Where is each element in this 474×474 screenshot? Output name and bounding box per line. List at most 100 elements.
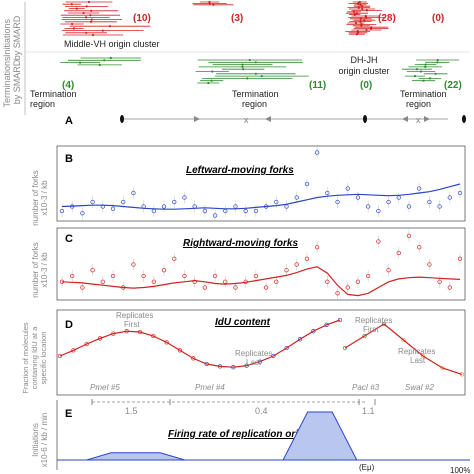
idu-point [297,337,303,342]
panel-a-marker-right [462,115,466,123]
fork-density-point [417,245,422,250]
fork-density-point [182,273,187,279]
termination-dot [246,77,249,80]
fork-density-point [427,262,432,267]
panel-c-ylabel-2: x10-3 / kb [40,252,49,288]
fork-density-point [59,208,65,214]
panel-d-letter: D [65,319,73,331]
fork-density-point [182,195,187,200]
fork-density-point [304,256,310,261]
initiation-origin-dot [82,11,85,15]
initiation-origin-dot [361,7,364,11]
termination-dot [207,81,210,85]
fork-density-point [243,208,248,214]
initiation-origin-dot [365,28,368,32]
termination-dot [434,72,437,75]
smard-section: Initiations by SMARD Terminations by SMA… [2,0,470,115]
annot-replicates-last-4b: Last [410,356,426,365]
initiation-origin-dot [358,0,361,4]
annot-replicates-first-1a: Replicates [116,311,153,320]
termination-dot [98,63,101,66]
arrow-left-icon [194,116,200,122]
panel-d-ylabel-1: Fraction of molecules [21,322,30,394]
initiation-origin-dot [365,9,368,12]
fork-density-point [202,208,208,214]
panel-a-marker-mid [363,115,367,123]
termination-x-icon-2: x [416,115,421,125]
term-count-3: (0) [360,80,372,91]
dh-jh-label-line1: DH-JH [351,55,378,65]
panel-b-letter: B [65,153,73,165]
idu-point-2 [362,333,367,339]
initiation-origin-dot [357,2,360,5]
panel-d-ylabel-2: containing IdU at a [30,326,39,389]
panel-d-ylabel-3: specific location [39,332,48,385]
initiation-origin-dot [359,20,362,23]
annot-replicates-last-2b: Last [246,358,262,367]
termination-dot [109,56,112,60]
site-pmei-4: PmeI #4 [195,383,225,392]
termination-region-left-2: region [30,99,55,109]
termination-dot [436,58,439,62]
panel-c: C Rightward-moving forks number of forks… [31,227,466,301]
panel-c-title: Rightward-moving forks [183,238,298,249]
termination-dot [428,77,432,80]
panel-c-plot [59,229,463,299]
fork-density-point [161,268,167,273]
initiation-origin-dot [354,21,358,25]
panel-b-title: Leftward-moving forks [186,165,294,176]
termination-dot [422,79,425,82]
initiation-origin-dot [359,17,362,20]
termination-dot [248,58,251,62]
arrow-right-icon-2 [402,116,408,122]
annot-replicates-last-4a: Replicates [398,347,435,356]
segment-value-1: 1.5 [125,406,138,416]
fork-density-point [121,199,126,205]
fork-density-point [80,211,85,216]
site-paci-3: PacI #3 [352,383,380,392]
idu-point [177,348,183,353]
fork-density-point [151,279,156,284]
smard-initiations-molecules [60,0,389,37]
idu-point [271,353,276,359]
fork-density-point [366,273,371,279]
termination-dot [254,72,257,75]
fork-density-point [253,273,259,279]
initiation-origin-dot [91,33,95,37]
fork-density-point [263,285,269,290]
termination-dot [413,75,417,78]
initiations-label-line1: Initiations [2,18,12,57]
initiation-origin-dot [72,27,76,30]
fork-density-point [141,273,146,279]
term-count-1: (4) [62,80,74,91]
panel-b-plot [59,146,463,220]
idu-point [84,341,89,347]
fork-density-point [131,190,136,196]
panel-c-letter: C [65,233,73,245]
termination-dot [436,61,439,64]
initiation-origin-dot [75,7,78,10]
idu-point [337,317,343,323]
fork-density-point [202,285,208,290]
termination-dot [241,65,244,68]
fork-density-point [447,195,452,200]
initiation-origin-dot [84,16,88,19]
fork-density-point [161,204,167,209]
fork-density-point [110,273,116,279]
fork-density-point [274,199,279,205]
arrow-left-icon-2 [424,116,430,122]
fork-density-point [100,279,105,284]
initiation-origin-dot [355,12,359,15]
initiation-origin-dot [365,16,368,19]
initiations-label-line2: by SMARD [12,15,22,60]
fork-density-fit-line [61,183,461,210]
panel-b-ylabel-2: x10-3 / kb [40,180,49,216]
fork-density-point [131,262,136,267]
eu-label: (Eμ) [359,463,375,472]
panel-d-title: IdU content [215,317,271,328]
initiation-origin-dot [352,10,356,13]
fork-density-point [294,262,299,267]
idu-point [164,340,169,345]
init-count-3: (28) [378,13,396,24]
initiation-origin-dot [85,5,88,8]
